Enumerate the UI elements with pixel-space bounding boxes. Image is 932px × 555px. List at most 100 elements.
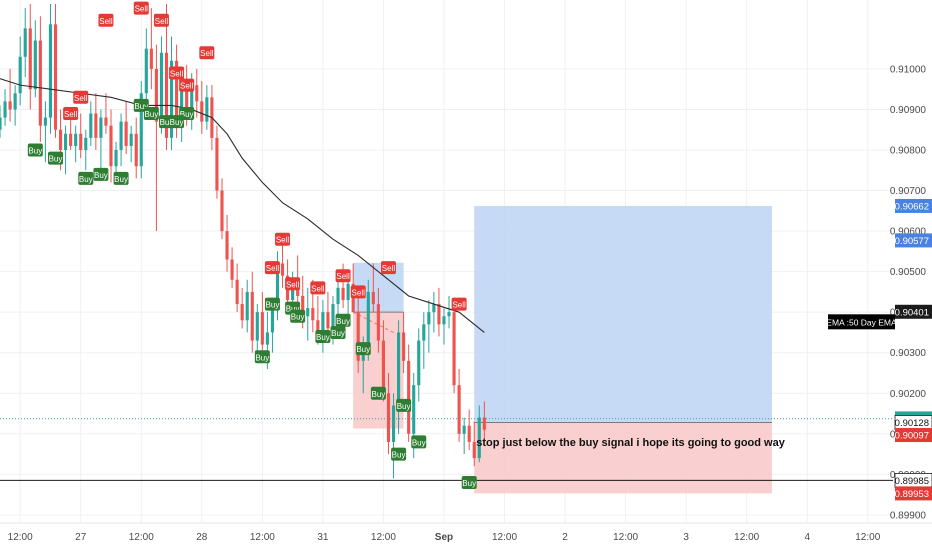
candle-body <box>74 133 78 146</box>
price-tag-box <box>895 486 932 501</box>
x-tick-label: 12:00 <box>613 532 638 543</box>
candle <box>417 328 421 402</box>
candle-body <box>255 312 259 341</box>
price-tag-label: 0.90128 <box>895 418 929 429</box>
signal-badge <box>27 143 43 157</box>
candle-body <box>8 101 12 110</box>
sell-signal: Sell <box>451 297 467 311</box>
candle-body <box>169 60 174 138</box>
signal-label: Buy <box>255 353 269 362</box>
candle-body <box>69 133 73 146</box>
signal-badge <box>315 330 331 344</box>
sell-signal: Sell <box>350 285 366 299</box>
signal-badge <box>254 350 270 364</box>
candle-body <box>84 137 88 151</box>
signal-label: Buy <box>49 155 63 164</box>
signal-badge <box>335 269 351 283</box>
buy-signal: Buy <box>330 325 346 339</box>
candle-body <box>38 40 42 126</box>
candle-body <box>205 97 209 122</box>
tag-horizontal: 0.89985 <box>894 473 932 488</box>
x-tick-label: 12:00 <box>8 532 33 543</box>
x-axis: 12:00 27 12:00 28 12:00 31 12:00 Sep 12:00 2 12:00… <box>0 522 932 543</box>
candle <box>64 125 68 175</box>
candle-body <box>291 283 295 301</box>
candle-body <box>386 393 391 442</box>
candle-body <box>220 190 224 232</box>
candle <box>306 287 310 341</box>
sell-signal: Sell <box>380 261 396 275</box>
candle <box>200 81 204 134</box>
signal-badge <box>169 115 185 129</box>
signal-label: Buy <box>286 305 300 314</box>
candle-body <box>462 425 466 434</box>
candle <box>452 300 456 394</box>
candle <box>397 320 401 434</box>
price-tag-label: 0.89953 <box>895 489 929 500</box>
candle <box>235 263 239 313</box>
candle-body <box>23 28 27 57</box>
signal-label: Buy <box>180 110 194 119</box>
candle <box>432 291 436 333</box>
candle-body <box>28 28 32 90</box>
candle-body <box>417 340 421 386</box>
signal-label: Sell <box>311 284 325 293</box>
candle-body <box>265 332 269 345</box>
signal-label: Buy <box>79 175 93 184</box>
candle <box>230 247 234 288</box>
candle-body <box>185 89 189 110</box>
signal-label: Buy <box>336 317 350 326</box>
candle-body <box>260 312 264 345</box>
candle <box>0 105 2 138</box>
x-tick-label: 28 <box>196 532 208 543</box>
candle-body <box>99 117 103 138</box>
signal-label: Buy <box>114 175 128 184</box>
y-tick-label: 0.90700 <box>890 186 927 197</box>
signal-label: Buy <box>170 118 184 127</box>
candle-body <box>164 52 169 138</box>
candle-body <box>402 332 406 361</box>
candle <box>84 129 88 171</box>
candle-body <box>371 291 375 305</box>
candle-body <box>240 304 244 321</box>
candle-body <box>341 287 345 301</box>
candle-body <box>316 320 320 333</box>
candle-body <box>109 125 113 167</box>
buy-signal: Buy <box>396 398 412 412</box>
candle <box>53 4 58 138</box>
y-tick-label: 0.90800 <box>890 146 927 157</box>
sell-signal: Sell <box>310 281 326 295</box>
price-tag-label: 0.90401 <box>895 307 929 318</box>
signal-label: Buy <box>94 171 108 180</box>
signal-label: Sell <box>180 82 194 91</box>
signal-badge <box>47 151 63 165</box>
candle <box>195 68 199 118</box>
candle-body <box>326 312 330 329</box>
candle <box>220 178 224 240</box>
candle-body <box>472 441 476 459</box>
candle-body <box>457 385 461 434</box>
candle-body <box>139 93 143 167</box>
main-long-position <box>474 205 772 494</box>
candle <box>472 421 476 467</box>
signal-badge <box>391 447 407 461</box>
dashed-trend-line <box>352 311 394 333</box>
candle-body <box>149 48 153 69</box>
candle <box>134 117 138 179</box>
candle <box>336 275 340 317</box>
candle <box>462 417 466 455</box>
candle <box>386 372 391 455</box>
candle-body <box>58 129 63 151</box>
candle-body <box>235 279 239 305</box>
signal-label: Sell <box>99 17 113 26</box>
signal-badge <box>98 13 114 27</box>
candle <box>8 68 12 122</box>
candle-body <box>280 263 285 276</box>
candle <box>18 36 22 106</box>
x-tick-label: 12:00 <box>371 532 396 543</box>
signal-badge <box>199 46 215 60</box>
buy-signal: Buy <box>411 435 427 449</box>
ema-line <box>0 78 485 333</box>
